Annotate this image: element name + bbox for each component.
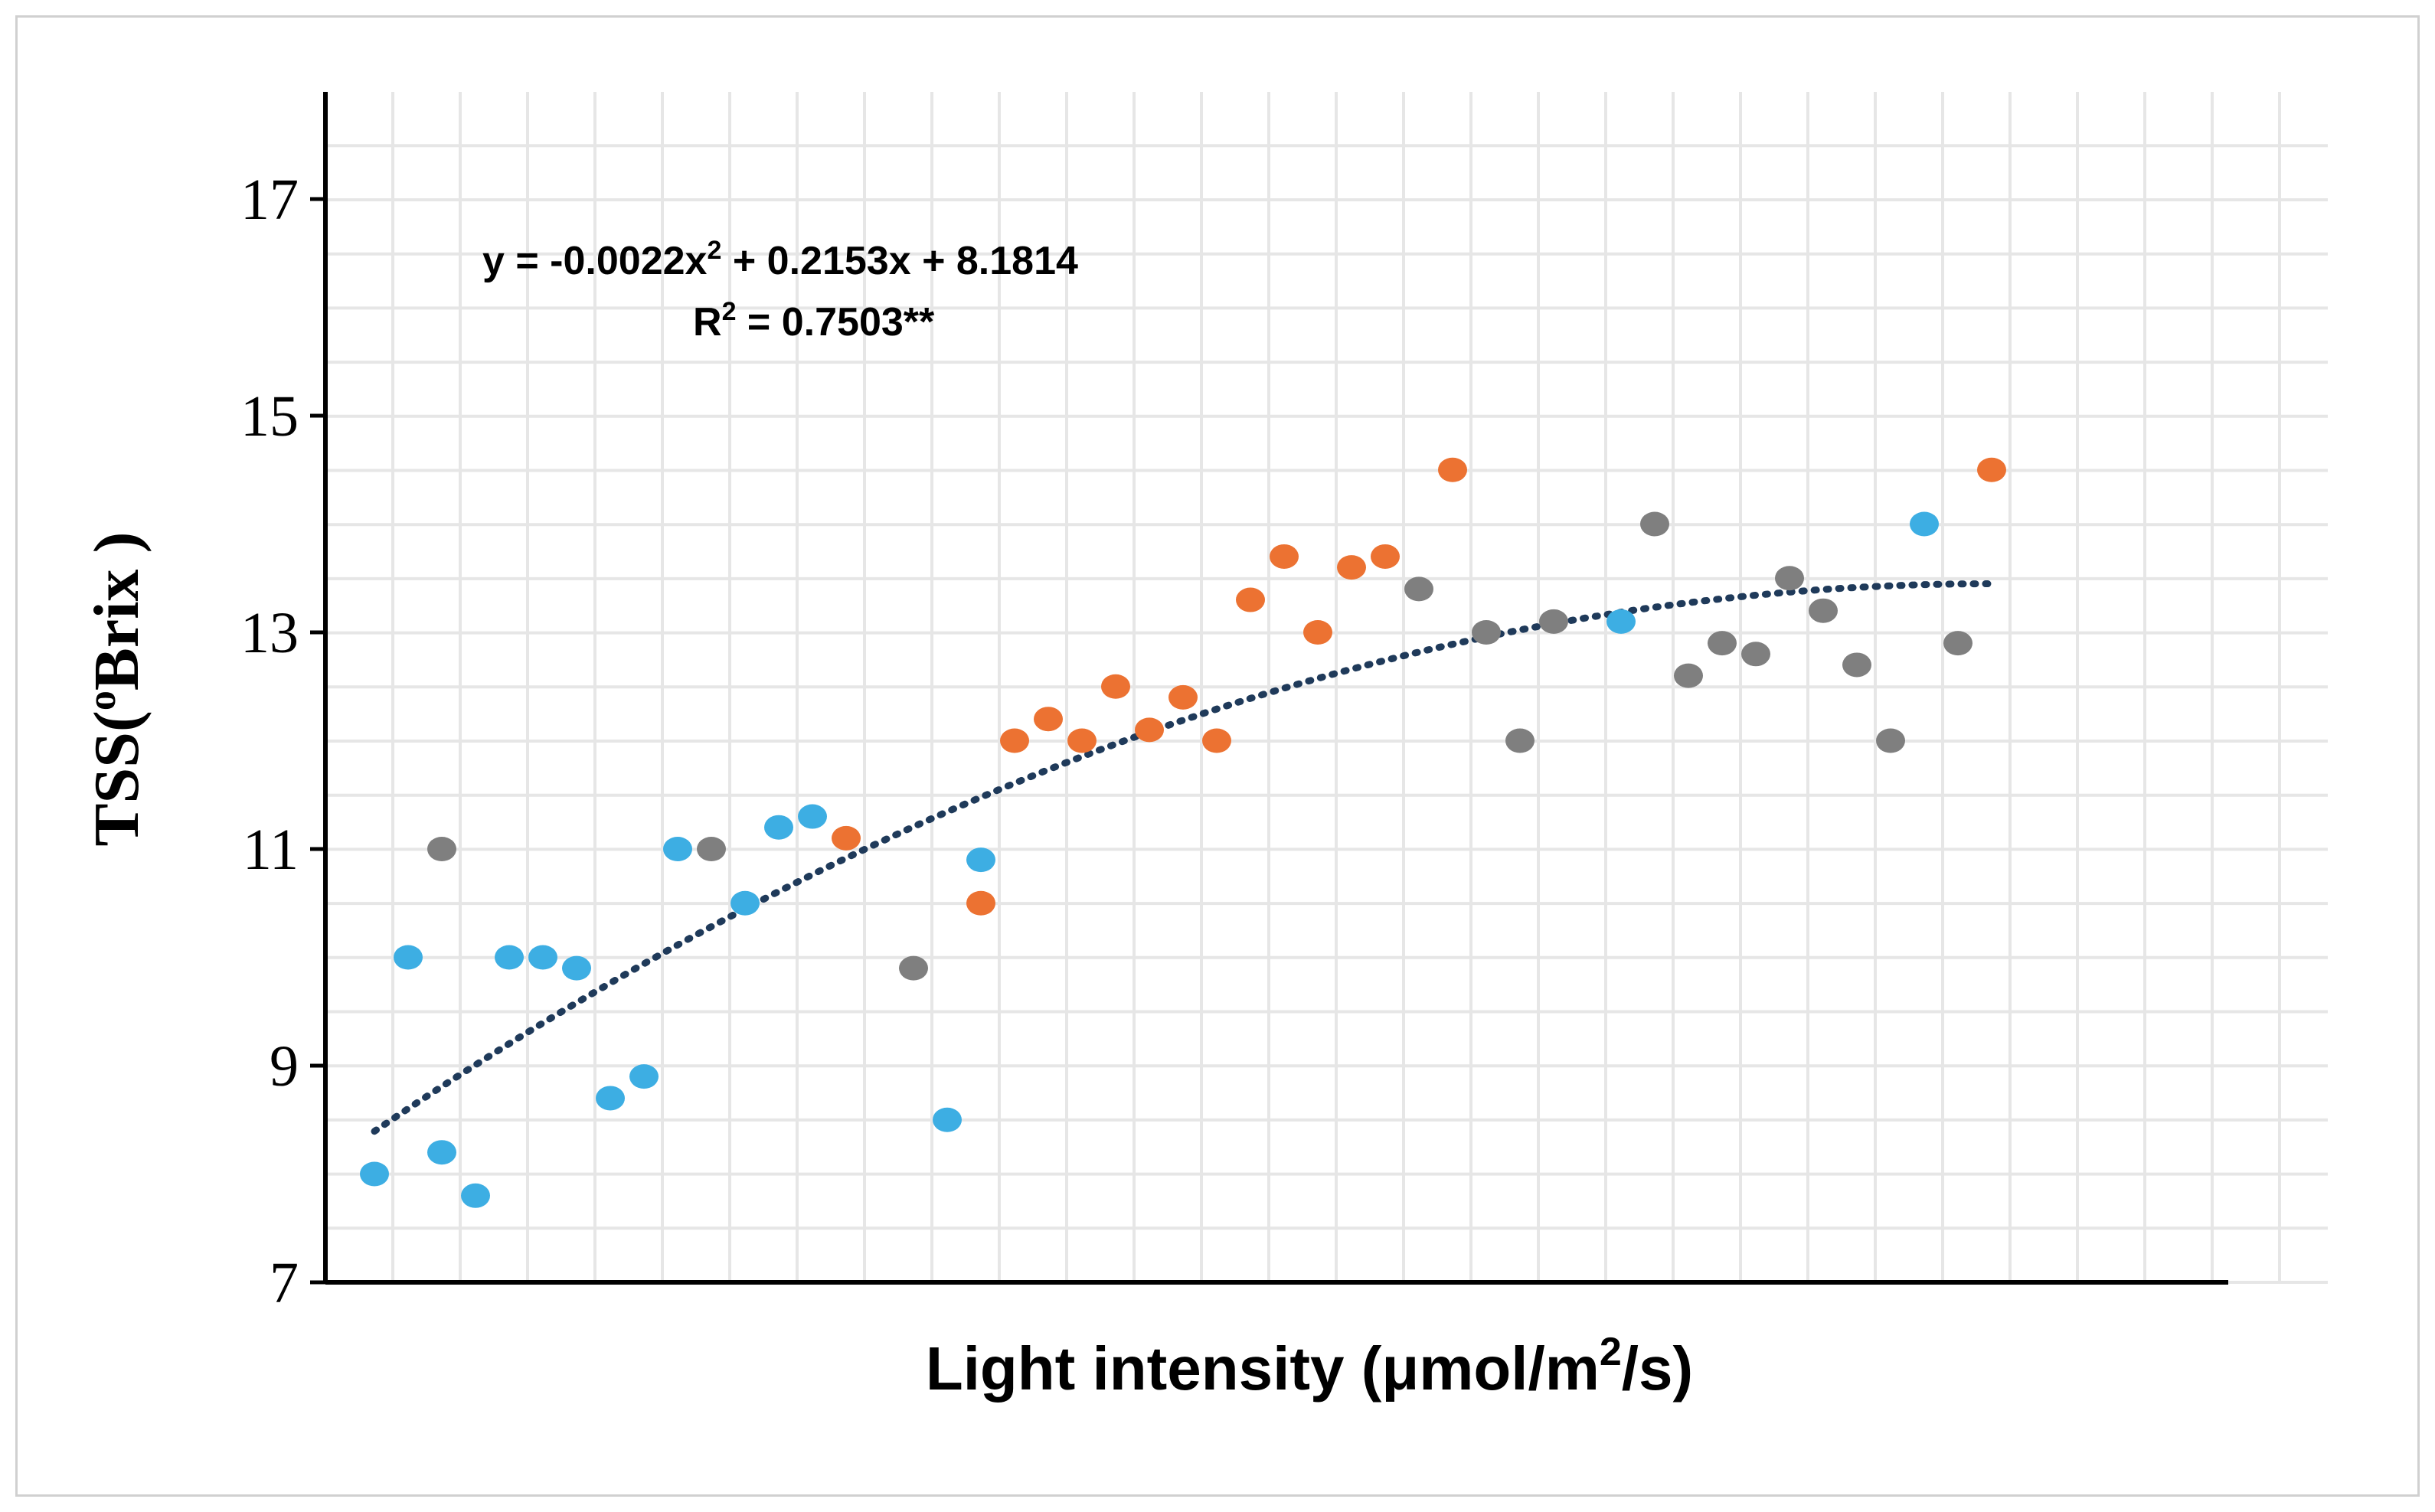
data-point-gray: [427, 837, 456, 861]
data-point-blue: [1606, 609, 1636, 634]
data-point-gray: [1404, 576, 1433, 602]
chart-frame: [15, 15, 2420, 1497]
data-point-gray: [1640, 511, 1669, 537]
data-point-gray: [1775, 566, 1804, 591]
data-points: [360, 457, 2006, 1208]
y-tick-label: 13: [240, 601, 299, 665]
data-point-blue: [730, 890, 760, 916]
data-point-orange: [1236, 587, 1265, 612]
y-tick-label: 11: [243, 818, 299, 882]
data-point-blue: [360, 1161, 389, 1187]
data-point-blue: [461, 1183, 490, 1208]
data-point-orange: [1438, 457, 1467, 482]
data-point-blue: [495, 945, 524, 970]
data-point-gray: [1472, 620, 1501, 645]
data-point-gray: [697, 837, 726, 861]
data-point-orange: [1067, 728, 1097, 753]
data-point-blue: [427, 1140, 456, 1165]
data-point-blue: [394, 945, 423, 970]
data-point-blue: [764, 815, 793, 840]
trendline: [371, 580, 1995, 1135]
data-point-gray: [1741, 642, 1770, 667]
data-point-orange: [1168, 684, 1198, 710]
data-point-blue: [798, 804, 827, 829]
data-point-orange: [966, 890, 995, 916]
y-axis-label: TSS(oBrix ): [80, 531, 152, 846]
data-point-gray: [1876, 728, 1905, 753]
equation-line1: y = -0.0022x2 + 0.2153x + 8.1814: [482, 236, 1078, 283]
y-tick-label: 15: [240, 384, 299, 449]
trendline-layer: [371, 580, 1995, 1135]
x-axis-label: Light intensity (μmol/m2/s): [926, 1330, 1693, 1403]
y-tick-label: 7: [270, 1251, 299, 1315]
data-point-blue: [596, 1086, 625, 1111]
data-point-orange: [1270, 544, 1299, 569]
data-point-orange: [1337, 555, 1366, 580]
data-point-orange: [1101, 674, 1130, 699]
data-point-gray: [899, 955, 928, 981]
data-point-gray: [1809, 598, 1838, 623]
data-point-gray: [1842, 652, 1871, 678]
data-point-blue: [528, 945, 557, 970]
data-point-gray: [1674, 663, 1703, 688]
data-point-blue: [562, 955, 591, 981]
data-point-blue: [1910, 511, 1939, 537]
y-ticks: 7 9 11 13 15 17: [240, 168, 325, 1315]
y-tick-label: 17: [240, 168, 299, 232]
data-point-blue: [663, 837, 692, 861]
data-point-blue: [629, 1064, 659, 1089]
data-point-orange: [1135, 717, 1164, 743]
data-point-gray: [1708, 631, 1737, 656]
data-point-orange: [832, 825, 861, 851]
data-point-orange: [1977, 457, 2006, 482]
data-point-orange: [1034, 707, 1063, 732]
equation-line2: R2 = 0.7503**: [693, 297, 935, 345]
data-point-orange: [1000, 728, 1029, 753]
data-point-gray: [1943, 631, 1973, 656]
data-point-gray: [1505, 728, 1535, 753]
y-tick-label: 9: [270, 1034, 299, 1099]
data-point-blue: [933, 1107, 962, 1132]
data-point-blue: [966, 847, 995, 873]
data-point-gray: [1539, 609, 1568, 634]
data-point-orange: [1202, 728, 1231, 753]
data-point-orange: [1303, 620, 1332, 645]
data-point-orange: [1371, 544, 1400, 569]
